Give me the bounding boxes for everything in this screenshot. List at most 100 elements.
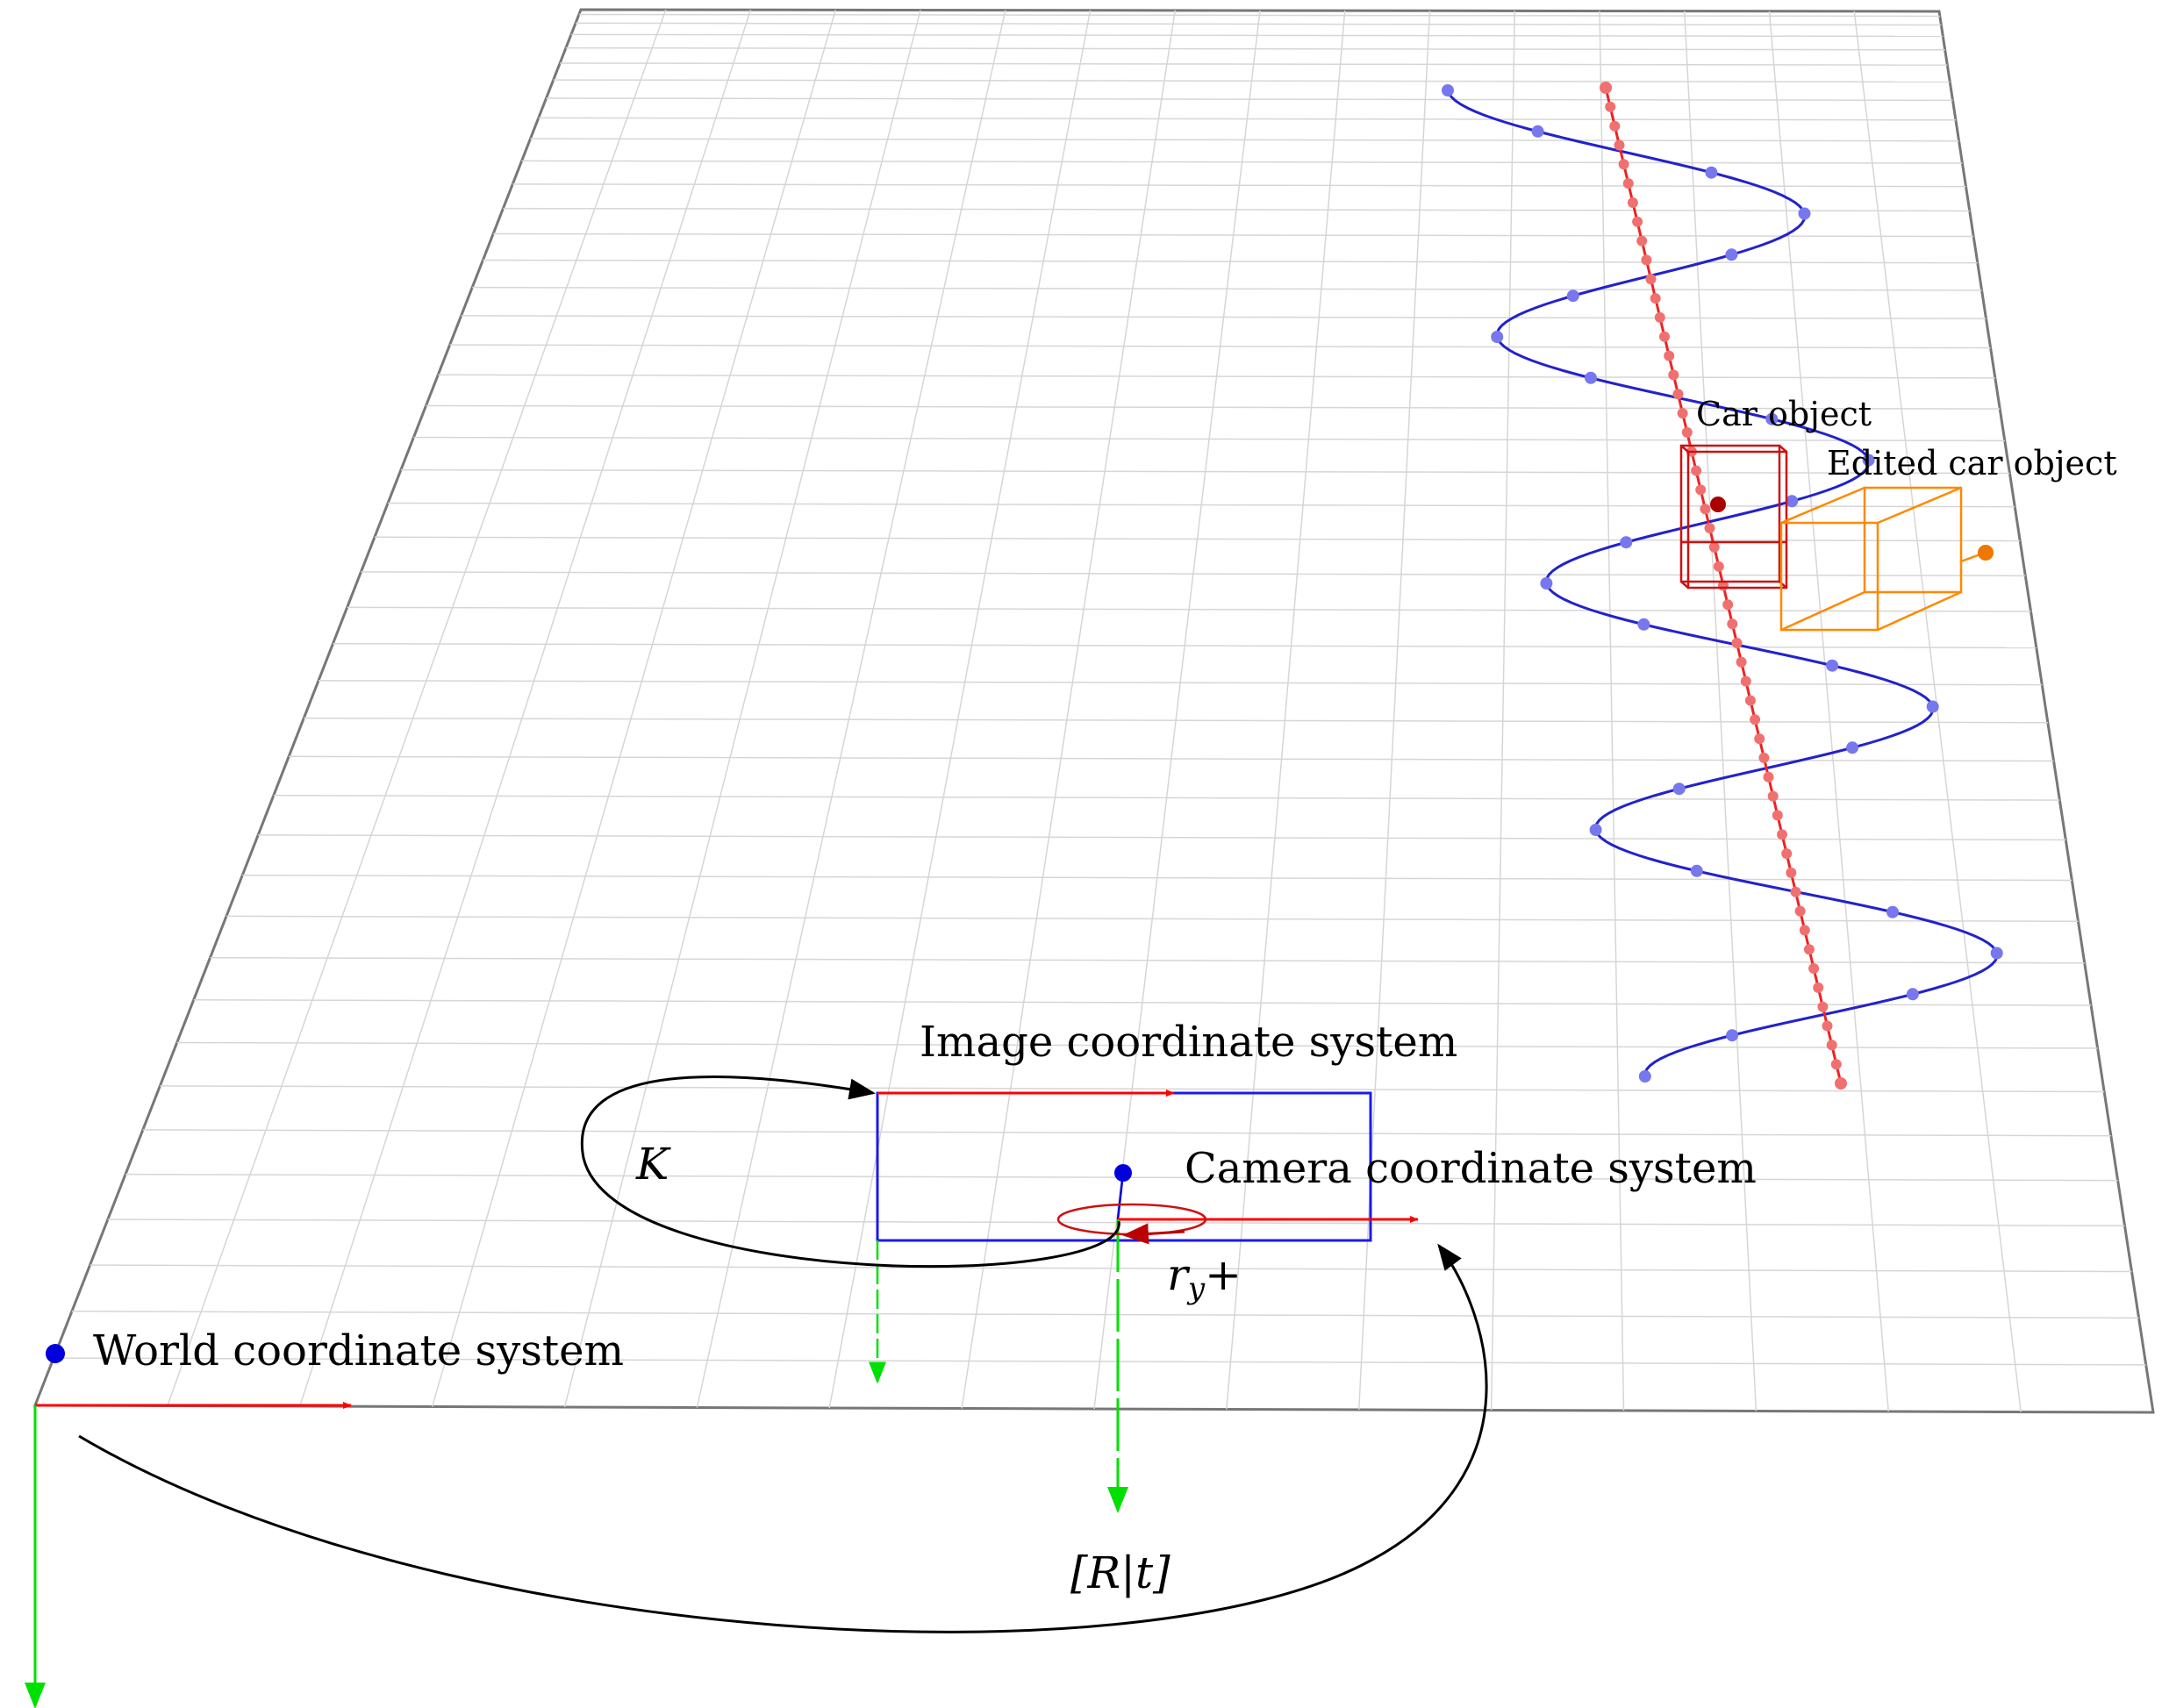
Rt-arc xyxy=(78,1243,1488,1633)
straight-path-point xyxy=(1758,752,1770,763)
grid-line-horizontal xyxy=(89,1264,2132,1273)
grid-line-horizontal xyxy=(493,232,1974,238)
grid-line-horizontal xyxy=(347,606,2031,612)
trajectory-point xyxy=(1638,1070,1651,1083)
straight-path-point xyxy=(1763,771,1774,783)
straight-path-point xyxy=(1600,82,1612,94)
straight-path-point xyxy=(1654,311,1665,323)
straight-path-point xyxy=(1636,235,1648,247)
straight-path-point xyxy=(1740,675,1751,687)
grid-line-horizontal xyxy=(242,875,2073,882)
grid-line-horizontal xyxy=(71,1311,2139,1319)
grid-line-horizontal xyxy=(107,1218,2125,1227)
straight-path-point xyxy=(1754,733,1765,745)
straight-path-point xyxy=(1813,982,1824,993)
grid-line-horizontal xyxy=(273,794,2060,801)
grid-line-vertical xyxy=(961,10,1176,1409)
grid-line-horizontal xyxy=(160,1085,2105,1093)
grid-line-vertical xyxy=(431,10,836,1407)
straight-path-point xyxy=(1777,829,1787,840)
grid-line-horizontal xyxy=(54,1357,2146,1366)
grid-line-horizontal xyxy=(449,344,1991,349)
straight-path-point xyxy=(1627,197,1638,208)
Rt-label: [R|t] xyxy=(1070,1547,1170,1598)
grid-line-horizontal xyxy=(142,1129,2111,1137)
edited-car-object-label: Edited car object xyxy=(1827,444,2117,482)
ground-plane xyxy=(32,8,2155,1414)
car-object-label: Car object xyxy=(1696,395,1872,433)
straight-path-point xyxy=(1614,139,1625,151)
grid-line-horizontal xyxy=(461,315,1987,319)
grid-line-vertical xyxy=(1768,11,1889,1412)
grid-line-horizontal xyxy=(578,13,1940,18)
straight-path-point xyxy=(1704,523,1715,533)
plane-outline xyxy=(32,8,2155,1414)
grid-line-horizontal xyxy=(388,502,2015,508)
trajectory-point xyxy=(1442,84,1454,96)
straight-path-point xyxy=(1822,1020,1833,1032)
grid-line-vertical xyxy=(1226,11,1346,1410)
trajectory-point xyxy=(1798,207,1811,220)
trajectory-point xyxy=(1637,618,1650,631)
straight-path-point xyxy=(1830,1059,1842,1070)
intrinsic-transform-K: K xyxy=(580,1075,1120,1268)
trajectory-point xyxy=(1990,947,2003,960)
grid-line-vertical xyxy=(696,10,1006,1408)
grid-line-horizontal xyxy=(553,79,1951,83)
ry-sign: + xyxy=(1205,1249,1242,1300)
grid-line-horizontal xyxy=(538,117,1956,121)
grid-line-vertical xyxy=(1853,11,2022,1412)
straight-path-point xyxy=(1659,331,1670,342)
straight-path-point xyxy=(1744,695,1756,706)
trajectory-point xyxy=(1765,412,1779,425)
straight-path-point xyxy=(1677,408,1688,419)
straight-path-point xyxy=(1786,867,1797,878)
grid-line-horizontal xyxy=(546,97,1953,102)
straight-path-point xyxy=(1708,541,1720,553)
camera-coordinate-system: Camera coordinate system ry+ xyxy=(1056,1144,1757,1513)
rotation-arrow xyxy=(1122,1223,1185,1245)
grid-line-horizontal xyxy=(374,536,2021,542)
grid-line-horizontal xyxy=(258,834,2066,841)
grid-line-horizontal xyxy=(361,571,2026,577)
straight-path-point xyxy=(1618,159,1629,170)
grid-line-vertical xyxy=(299,10,752,1407)
straight-path-point xyxy=(1700,504,1711,515)
car-object-box xyxy=(1679,444,1788,590)
straight-path-point xyxy=(1672,389,1684,400)
straight-path-point xyxy=(1781,848,1793,860)
car-object-center xyxy=(1710,497,1726,512)
trajectory-point xyxy=(1846,741,1859,754)
grid-line-horizontal xyxy=(503,207,1970,212)
grid-line-horizontal xyxy=(426,404,2001,410)
trajectory-point xyxy=(1566,289,1579,303)
trajectory-point xyxy=(1540,577,1553,590)
ry-label: ry+ xyxy=(1167,1249,1242,1306)
grid-line-horizontal xyxy=(438,374,1995,379)
extrinsic-transform-Rt: [R|t] xyxy=(78,1243,1488,1633)
trajectory-point xyxy=(1690,864,1703,877)
grid-line-horizontal xyxy=(560,62,1948,66)
K-arc xyxy=(580,1075,1120,1268)
straight-path-points xyxy=(1600,82,1847,1090)
straight-path-point xyxy=(1835,1077,1847,1090)
ry-subscript: y xyxy=(1186,1271,1206,1306)
trajectory-point xyxy=(1585,371,1597,384)
straight-path-point xyxy=(1691,465,1702,476)
trajectory-point xyxy=(1826,659,1839,672)
grid-line-vertical xyxy=(1599,11,1625,1411)
camera-cs-label: Camera coordinate system xyxy=(1185,1144,1757,1193)
grid-line-horizontal xyxy=(565,46,1945,51)
straight-path-point xyxy=(1803,944,1815,955)
trajectory-points xyxy=(1442,84,2003,1083)
trajectory-point xyxy=(1906,988,1919,1001)
straight-path-point xyxy=(1609,120,1621,132)
grid-line-horizontal xyxy=(193,998,2092,1006)
straight-path-point xyxy=(1772,810,1783,821)
straight-path xyxy=(1600,82,1847,1090)
straight-path-point xyxy=(1650,293,1661,304)
grid-line-horizontal xyxy=(319,680,2043,686)
straight-path-point xyxy=(1632,216,1643,227)
grid-line-horizontal xyxy=(483,259,1978,264)
